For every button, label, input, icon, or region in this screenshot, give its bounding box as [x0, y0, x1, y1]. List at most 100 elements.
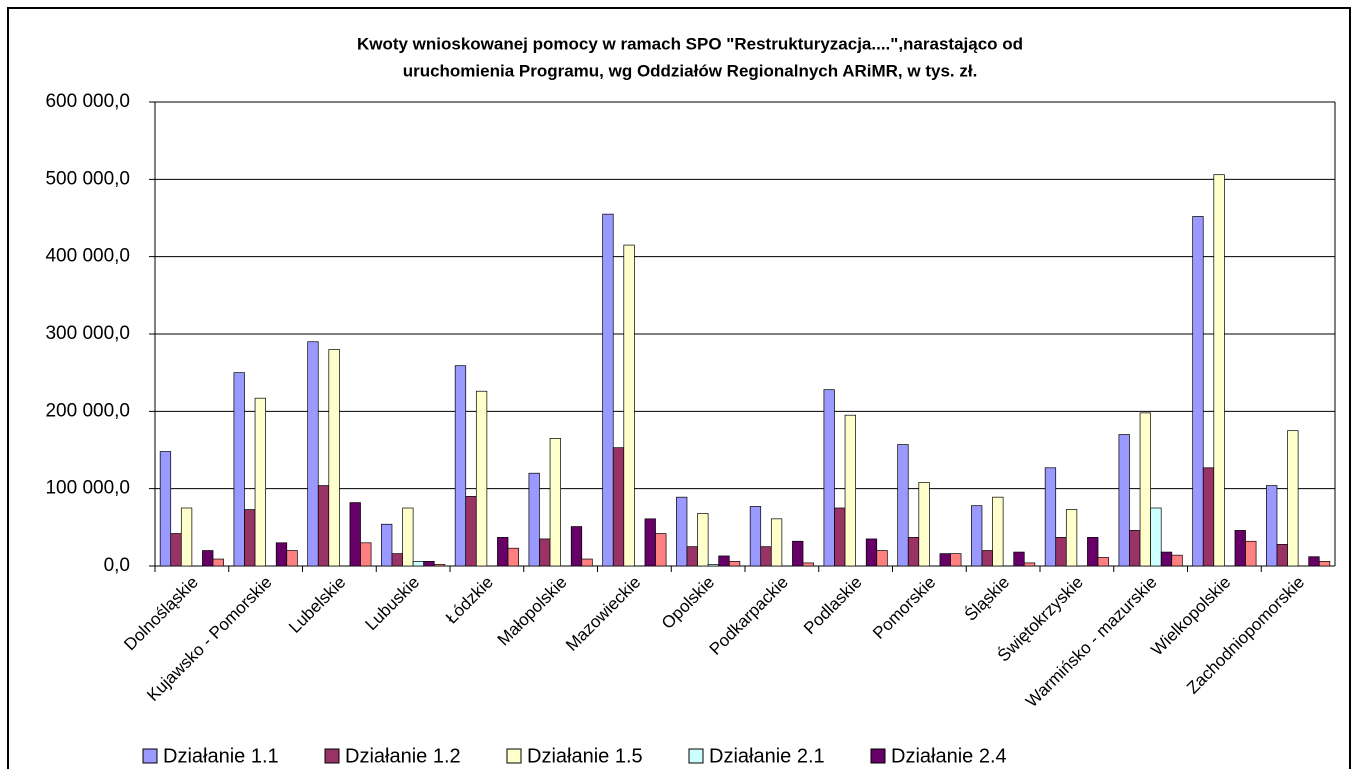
- bar: [328, 349, 340, 567]
- bar: [349, 502, 361, 567]
- bar: [992, 496, 1004, 567]
- bar: [623, 244, 635, 567]
- bar: [897, 444, 909, 567]
- bar: [1192, 216, 1204, 567]
- legend-label: Działanie 1.1: [163, 745, 279, 767]
- bar: [1276, 543, 1288, 567]
- bar: [907, 537, 920, 567]
- bar: [749, 506, 762, 567]
- bar: [823, 389, 835, 567]
- bar: [1023, 562, 1036, 567]
- bar: [844, 414, 856, 567]
- bar: [718, 555, 730, 567]
- y-tick-label: 400 000,0: [45, 246, 130, 267]
- bar: [655, 533, 667, 567]
- y-tick-label: 500 000,0: [45, 168, 130, 189]
- bar: [286, 550, 298, 567]
- bar: [202, 550, 214, 567]
- y-tick-label: 600 000,0: [45, 91, 130, 112]
- bar: [1055, 537, 1067, 567]
- bar: [1245, 540, 1257, 567]
- bar: [1044, 467, 1057, 567]
- legend-label: Działanie 1.2: [345, 745, 461, 767]
- bar: [507, 547, 519, 567]
- bar: [1171, 554, 1183, 567]
- bar: [865, 538, 878, 567]
- bar: [697, 513, 709, 567]
- bar: [233, 372, 245, 567]
- bar: [1065, 509, 1078, 567]
- bar: [549, 438, 561, 567]
- bar: [391, 553, 403, 567]
- bar: [1213, 174, 1225, 567]
- bar: [1234, 530, 1246, 567]
- bar: [1308, 556, 1320, 567]
- legend-label: Działanie 2.1: [709, 745, 825, 767]
- bar: [602, 213, 614, 567]
- bar: [760, 546, 772, 567]
- bar: [1160, 551, 1173, 567]
- bar: [254, 397, 266, 567]
- legend-swatch: [506, 748, 522, 764]
- bar: [644, 518, 656, 567]
- bar: [317, 485, 330, 567]
- y-tick-label: 0,0: [104, 555, 130, 576]
- bar: [528, 472, 540, 567]
- bar: [412, 561, 425, 567]
- legend-swatch: [688, 748, 704, 764]
- bar: [971, 505, 983, 567]
- bar: [465, 496, 477, 567]
- legend-swatch: [142, 748, 158, 764]
- bar: [497, 537, 509, 567]
- y-tick-label: 300 000,0: [45, 323, 130, 344]
- bar: [159, 451, 172, 567]
- bar: [212, 558, 224, 567]
- bar: [981, 550, 993, 567]
- bar: [381, 523, 393, 567]
- bar: [433, 564, 446, 567]
- chart-title: Kwoty wnioskowanej pomocy w ramach SPO "…: [357, 34, 1023, 53]
- bar: [728, 561, 741, 567]
- bar: [918, 482, 930, 567]
- legend-swatch: [870, 748, 886, 764]
- bar: [686, 546, 698, 567]
- bar: [1139, 412, 1151, 567]
- bar: [1087, 537, 1099, 567]
- bar: [876, 550, 888, 567]
- legend-swatch: [324, 748, 340, 764]
- bar: [1266, 485, 1278, 567]
- bar: [1287, 430, 1299, 567]
- bar: [1129, 530, 1141, 567]
- bar: [475, 390, 488, 567]
- bar: [539, 538, 551, 567]
- bar: [939, 553, 951, 567]
- bar: [1097, 557, 1109, 567]
- bar: [581, 558, 593, 567]
- bar: [244, 509, 256, 567]
- y-tick-label: 200 000,0: [45, 400, 130, 421]
- bar: [1202, 467, 1215, 567]
- bar: [275, 542, 288, 567]
- bar: [1318, 561, 1331, 567]
- bar: [707, 564, 720, 567]
- bar: [402, 507, 414, 567]
- bar: [802, 562, 814, 567]
- bar: [950, 553, 962, 567]
- bar: [180, 507, 193, 567]
- bar: [612, 447, 625, 567]
- chart-frame: [7, 7, 1351, 769]
- bar: [423, 561, 435, 567]
- bar: [454, 365, 467, 567]
- bar: [570, 526, 583, 567]
- bar: [1013, 551, 1025, 567]
- y-tick-label: 100 000,0: [45, 478, 130, 499]
- bar: [360, 542, 372, 567]
- legend-label: Działanie 1.5: [527, 745, 643, 767]
- bar: [676, 496, 688, 567]
- legend-label: Działanie 2.4: [891, 745, 1007, 767]
- bar: [834, 507, 846, 567]
- bar: [770, 518, 783, 567]
- chart-title: uruchomienia Programu, wg Oddziałów Regi…: [403, 61, 978, 80]
- bar: [1150, 507, 1162, 567]
